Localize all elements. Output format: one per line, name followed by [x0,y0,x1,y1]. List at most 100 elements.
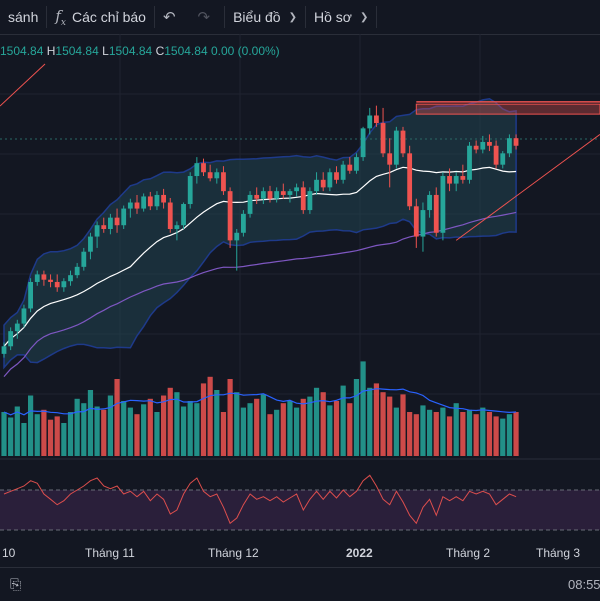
time-axis[interactable]: 10 Tháng 11 Tháng 12 2022 Tháng 2 Tháng … [0,540,600,564]
candle-body [41,274,47,280]
rsi-line [3,474,517,525]
candle-body [447,176,452,184]
candle-body [480,141,486,150]
candle-body [267,191,273,199]
volume-bar [420,405,426,456]
volume-bar [493,416,499,456]
volume-bar [114,379,120,456]
volume-bar [307,396,313,456]
time-axis-label: Tháng 12 [208,546,259,560]
candle-body [413,206,419,237]
trend-line [455,134,600,241]
toolbar-divider [153,6,155,28]
candle-body [221,172,226,192]
candle-body [493,145,499,165]
fx-icon: fx [55,6,66,28]
redo-button[interactable]: ↷ [190,0,225,34]
volume-bar [107,395,113,456]
ohlc-close: 1504.84 [164,44,208,58]
ohlc-low: 1504.84 [108,44,153,58]
volume-bar [300,398,306,456]
volume-bar [373,383,379,456]
compare-button[interactable]: sánh [0,0,46,34]
volume-bar [94,406,100,456]
candle-body [453,176,459,184]
volume-bar [14,406,20,456]
candle-body [460,176,466,180]
volume-bar [200,383,207,456]
bottom-bar: ⎘ 08:55 [0,567,600,601]
indicators-button[interactable]: fx Các chỉ báo [47,0,154,34]
volume-bar [480,407,486,456]
candle-body [513,138,519,146]
undo-button[interactable]: ↶ [155,0,190,34]
time-axis-label: 2022 [346,546,373,560]
undo-icon: ↶ [162,9,176,26]
volume-bar [240,407,246,456]
long-moving-average-line [3,211,517,377]
chevron-down-icon: ❯ [288,11,297,23]
volume-bar [353,379,360,456]
volume-bar [81,403,87,456]
volume-bar [61,423,67,456]
candle-body [440,176,446,233]
volume-bar [340,385,346,456]
ohlc-high-prefix: H [46,44,56,58]
volume-bar [194,403,200,456]
candle-body [254,194,260,199]
candle-body [121,208,127,226]
volume-bar [360,361,366,456]
bollinger-band [3,98,517,370]
volume-bar [274,409,280,456]
candle-body [147,196,153,207]
top-toolbar: sánh fx Các chỉ báo ↶ ↷ Biểu đồ ❯ Hồ sơ … [0,0,600,35]
volume-bar [267,414,273,456]
candle-body [347,164,353,171]
candle-body [473,145,479,150]
candle-body [334,172,339,180]
volume-bar [8,417,14,456]
volume-bar [34,414,40,456]
candle-body [360,128,366,158]
trend-line [0,63,46,107]
ohlc-close-prefix: C [155,44,165,58]
toolbar-divider [304,6,306,28]
volume-bar [427,409,433,456]
volume-bar [67,412,74,456]
profile-menu-button[interactable]: Hồ sơ ❯ [306,0,376,34]
candle-body [134,202,140,209]
volume-bar [207,376,213,456]
candle-body [34,274,40,282]
candle-body [407,153,413,207]
candle-body [320,179,326,188]
price-chart[interactable] [0,34,600,540]
toolbar-divider [46,6,48,28]
volume-bar [387,396,393,456]
volume-bar [513,412,519,456]
volume-bar [486,412,493,456]
candle-body [161,194,166,203]
volume-bar [101,409,107,456]
export-icon[interactable]: ⎘ [10,576,22,592]
volume-bar [121,401,127,456]
candle-body [61,281,67,288]
volume-bar [41,409,47,456]
candle-body [141,196,147,209]
candle-body [227,191,233,241]
chart-menu-button[interactable]: Biểu đồ ❯ [225,0,305,34]
candle-body [21,308,27,324]
volume-bar [234,392,240,456]
candle-body [108,217,113,229]
candle-body [367,115,373,129]
volume-bar [380,392,386,456]
candle-body [201,163,206,173]
candle-body [314,179,319,192]
candle-body [181,204,186,226]
clock-time: 08:55 [568,577,600,592]
candle-body [274,191,280,199]
volume-bar [254,398,260,456]
candle-body [487,141,492,146]
candle-body [300,187,306,211]
candle-body [427,194,432,211]
volume-bar [134,414,140,456]
